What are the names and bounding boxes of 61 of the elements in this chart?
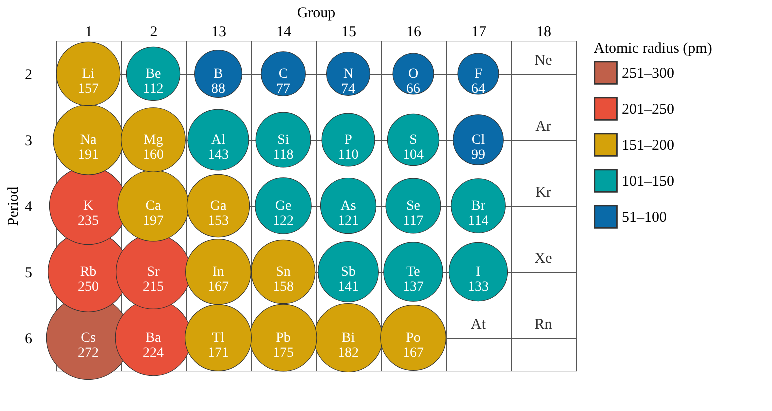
y-tick-label: 3 bbox=[25, 134, 32, 150]
x-tick-label: 18 bbox=[536, 24, 552, 40]
legend-title: Atomic radius (pm) bbox=[594, 41, 712, 57]
y-tick-label: 4 bbox=[25, 200, 33, 216]
data-label: Sb 141 bbox=[338, 265, 359, 295]
data-label: Al 143 bbox=[208, 133, 229, 163]
annotation: Kr bbox=[536, 185, 552, 201]
legend-label: 201–250 bbox=[622, 102, 674, 118]
data-label: K 235 bbox=[78, 199, 99, 229]
data-label: Te 137 bbox=[403, 265, 424, 295]
x-tick-label: 2 bbox=[150, 24, 158, 40]
data-label: C 77 bbox=[276, 67, 290, 97]
legend-label: 51–100 bbox=[622, 210, 667, 226]
data-label: Bi 182 bbox=[338, 331, 359, 361]
annotation: Xe bbox=[534, 251, 553, 267]
x-tick-label: 1 bbox=[85, 24, 93, 40]
legend-label: 151–200 bbox=[622, 138, 674, 154]
x-tick-label: 16 bbox=[406, 24, 422, 40]
data-label: S 104 bbox=[403, 133, 424, 163]
data-label: Cs 272 bbox=[78, 331, 99, 361]
data-label: Sr 215 bbox=[143, 265, 164, 295]
data-label: Po 167 bbox=[403, 331, 424, 361]
data-label: Cl 99 bbox=[472, 133, 486, 163]
data-label: Ba 224 bbox=[143, 331, 164, 361]
data-label: Rb 250 bbox=[78, 265, 99, 295]
legend-label: 101–150 bbox=[622, 174, 674, 190]
data-label: Na 191 bbox=[78, 133, 99, 163]
data-label: I 133 bbox=[468, 265, 489, 295]
data-label: Ga 153 bbox=[208, 199, 229, 229]
data-label: Se 117 bbox=[403, 199, 424, 229]
data-label: Mg 160 bbox=[143, 133, 164, 163]
y-tick-label: 6 bbox=[25, 332, 33, 348]
data-label: Tl 171 bbox=[208, 331, 229, 361]
data-label: O 66 bbox=[406, 67, 420, 97]
legend-label: 251–300 bbox=[622, 66, 674, 82]
annotation: Rn bbox=[534, 317, 553, 333]
data-label: As 121 bbox=[338, 199, 359, 229]
data-label: Sn 158 bbox=[273, 265, 294, 295]
annotation: Ar bbox=[536, 119, 552, 135]
data-label: F 64 bbox=[472, 67, 486, 97]
y-tick-label: 2 bbox=[25, 68, 32, 84]
data-label: Pb 175 bbox=[273, 331, 294, 361]
x-axis-title: Group bbox=[297, 6, 336, 22]
data-label: Ca 197 bbox=[143, 199, 164, 229]
data-label: B 88 bbox=[212, 67, 226, 97]
x-tick-label: 14 bbox=[276, 24, 292, 40]
data-label: In 167 bbox=[208, 265, 229, 295]
data-label: Li 157 bbox=[78, 67, 99, 97]
data-label: Br 114 bbox=[468, 199, 489, 229]
y-tick-label: 5 bbox=[25, 266, 32, 282]
data-label: N 74 bbox=[342, 67, 356, 97]
data-label: Ge 122 bbox=[273, 199, 294, 229]
x-tick-label: 17 bbox=[472, 24, 487, 40]
x-tick-label: 13 bbox=[212, 24, 226, 40]
data-label: P 110 bbox=[338, 133, 359, 163]
annotation: Ne bbox=[534, 53, 553, 69]
x-tick-label: 15 bbox=[342, 24, 356, 40]
data-label: Be 112 bbox=[143, 67, 164, 97]
annotation: At bbox=[471, 317, 487, 333]
y-axis-title: Period bbox=[6, 186, 22, 226]
data-label: Si 118 bbox=[273, 133, 294, 163]
